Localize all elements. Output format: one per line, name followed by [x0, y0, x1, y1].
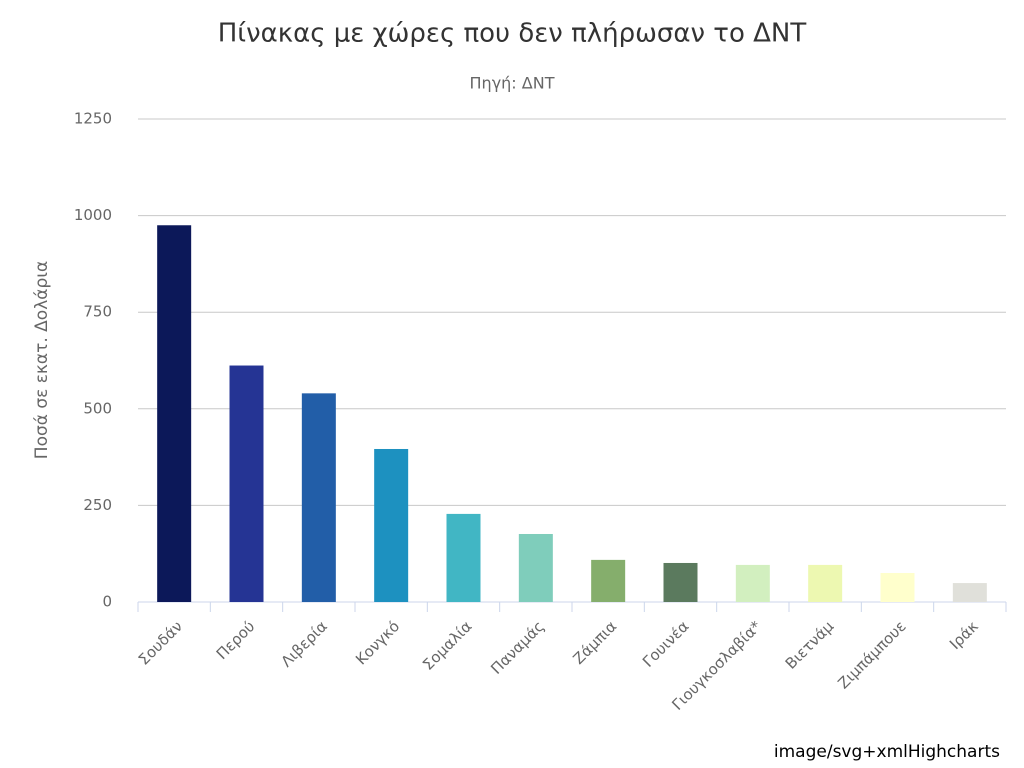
bar — [735, 564, 770, 602]
bar — [952, 583, 987, 602]
x-tick-label: Κονγκό — [352, 617, 403, 668]
chart-subtitle: Πηγή: ΔΝΤ — [470, 74, 555, 93]
bar — [663, 562, 698, 602]
bar — [157, 225, 192, 602]
x-tick-label: Σουδάν — [135, 617, 186, 668]
bar — [591, 559, 626, 602]
x-tick-label: Ζιμπάμπουε — [834, 617, 909, 692]
x-tick-label: Παναμάς — [487, 617, 548, 678]
y-tick-label: 750 — [83, 303, 112, 321]
credits: image/svg+xmlHighcharts — [774, 742, 1000, 762]
y-tick-label: 0 — [102, 593, 112, 611]
bar — [301, 393, 336, 602]
bar — [880, 573, 915, 602]
x-tick-label: Ιράκ — [946, 617, 982, 653]
y-tick-label: 500 — [83, 399, 112, 417]
bar — [518, 533, 553, 602]
bar — [229, 365, 264, 602]
y-tick-label: 250 — [83, 496, 112, 514]
x-tick-label: Γουινέα — [639, 617, 693, 671]
x-tick-label: Λιβερία — [277, 617, 330, 670]
chart-title: Πίνακας με χώρες που δεν πλήρωσαν το ΔΝΤ — [218, 19, 807, 49]
y-axis-title: Ποσά σε εκατ. Δολάρια — [32, 261, 52, 459]
x-tick-label: Περού — [213, 617, 259, 663]
y-tick-label: 1250 — [74, 110, 112, 128]
bar — [446, 513, 481, 602]
x-tick-label: Ζάμπια — [569, 617, 620, 668]
y-tick-label: 1000 — [74, 206, 112, 224]
x-tick-label: Βιετνάμ — [782, 617, 838, 673]
x-tick-label: Σομαλία — [419, 617, 476, 674]
bar — [808, 564, 843, 602]
bar — [374, 448, 409, 602]
